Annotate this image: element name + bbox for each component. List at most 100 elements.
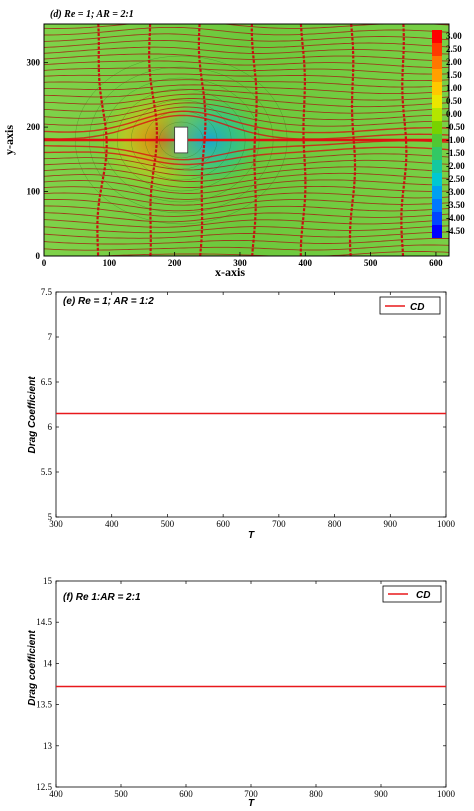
contour-field xyxy=(44,24,449,256)
panel-f-y-tick-label: 14.5 xyxy=(36,617,52,627)
x-tick-label: 400 xyxy=(299,258,313,268)
streamline xyxy=(44,172,449,188)
colorbar-swatch xyxy=(432,160,442,173)
colorbar-label: 1.00 xyxy=(446,83,462,93)
streamline xyxy=(44,225,449,234)
panel-e-title: (e) Re = 1; AR = 1:2 xyxy=(63,296,154,307)
panel-f-y-tick-label: 14 xyxy=(43,658,53,668)
obstacle xyxy=(174,126,189,154)
panel-f-legend: CD xyxy=(382,585,442,603)
colorbar: 3.00 2.50 2.00 1.50 1.00 0.50 0.00 -0.50 -1.00 -1… xyxy=(432,30,465,238)
y-tick-label: 300 xyxy=(27,58,41,68)
panel-f-legend-box xyxy=(382,585,442,603)
panel-f-y-tick-label: 12.5 xyxy=(36,782,52,792)
streamline xyxy=(44,185,449,200)
colorbar-swatch xyxy=(432,147,442,160)
panel-e-x-tick-label: 500 xyxy=(161,519,175,529)
vertical-streak-line xyxy=(400,24,408,256)
panel-e-y-tick-label: 7 xyxy=(48,332,53,342)
streamline xyxy=(44,102,449,121)
vertical-streak-line xyxy=(147,24,158,256)
colorbar-label: -3.50 xyxy=(446,200,465,210)
panel-e-x-tick-label: 800 xyxy=(328,519,342,529)
vertical-streak-line xyxy=(197,24,207,256)
panel-f-y-axis-label: Drag coefficient xyxy=(27,630,38,706)
streamline xyxy=(44,79,449,88)
colorbar-swatch xyxy=(432,173,442,186)
vertical-streak-line xyxy=(348,24,357,256)
panel-e-x-axis-label: T xyxy=(248,530,255,541)
streamline xyxy=(44,110,449,134)
panel-e-y-tick-label: 7.5 xyxy=(41,287,53,297)
panel-d-title: (d) Re = 1; AR = 2:1 xyxy=(50,9,134,20)
panel-e-x-tick-label: 700 xyxy=(272,519,286,529)
colorbar-label: -2.00 xyxy=(446,161,465,171)
streamline xyxy=(44,192,449,206)
colorbar-label: -1.00 xyxy=(446,135,465,145)
panel-e-x-tick-label: 300 xyxy=(49,519,63,529)
colorbar-swatch xyxy=(432,30,442,43)
streamline xyxy=(44,60,449,69)
colorbar-label: -0.50 xyxy=(446,122,465,132)
y-tick-label: 100 xyxy=(27,187,41,197)
panel-f-x-tick-label: 600 xyxy=(179,789,193,799)
y-tick-label: 0 xyxy=(36,251,41,261)
panel-f-axes: 400 500 600 700 800 900 1000 12.5 13 13.5 14 14.5 15 xyxy=(36,576,455,799)
streamline xyxy=(44,114,449,140)
panel-f-legend-label: CD xyxy=(416,590,430,601)
panel-f-y-tick-label: 13 xyxy=(43,741,53,751)
colorbar-swatch xyxy=(432,82,442,95)
contour-plot-area xyxy=(44,24,449,256)
streamline xyxy=(44,67,449,75)
panel-d-y-axis-label: y-axis xyxy=(2,125,16,155)
streamline xyxy=(44,219,449,228)
colorbar-label: -2.50 xyxy=(446,174,465,184)
panel-d-frame xyxy=(43,23,450,257)
colorbar-label: 3.00 xyxy=(446,31,462,41)
panel-f-x-tick-label: 500 xyxy=(114,789,128,799)
y-tick-label: 200 xyxy=(27,122,41,132)
panel-f-title: (f) Re 1:AR = 2:1 xyxy=(63,592,141,603)
streamline xyxy=(44,89,449,101)
panel-d-x-axis-label: x-axis xyxy=(215,265,245,279)
colorbar-label: -4.00 xyxy=(446,213,465,223)
panel-e: 300 400 500 600 700 800 900 1000 5 5.5 6 6.5 7 7.5 (e… xyxy=(27,287,456,541)
panel-e-y-tick-label: 5.5 xyxy=(41,467,53,477)
x-tick-label: 500 xyxy=(364,258,378,268)
streamline xyxy=(44,179,449,194)
streamline xyxy=(44,98,449,114)
colorbar-swatch xyxy=(432,225,442,238)
panel-e-x-tick-label: 600 xyxy=(216,519,230,529)
x-tick-label: 600 xyxy=(429,258,443,268)
panel-f-x-tick-label: 800 xyxy=(309,789,323,799)
panel-e-axes: 300 400 500 600 700 800 900 1000 5 5.5 6 6.5 7 7.5 xyxy=(41,287,456,529)
streamline xyxy=(44,244,449,251)
panel-e-y-tick-label: 5 xyxy=(48,512,53,522)
panel-f-x-tick-label: 700 xyxy=(244,789,258,799)
x-tick-label: 100 xyxy=(103,258,117,268)
streamline xyxy=(44,46,449,55)
streamline xyxy=(44,146,449,166)
streamline xyxy=(44,231,449,239)
colorbar-swatch xyxy=(432,212,442,225)
panel-f-x-axis-label: T xyxy=(248,798,255,809)
colorbar-label: 2.00 xyxy=(446,57,462,67)
panel-e-x-tick-label: 1000 xyxy=(437,519,456,529)
vertical-streak-line xyxy=(299,24,307,256)
panel-f-frame xyxy=(55,580,447,788)
colorbar-label: 0.50 xyxy=(446,96,462,106)
colorbar-swatch xyxy=(432,43,442,56)
streamline xyxy=(44,53,449,62)
panel-f-x-tick-label: 900 xyxy=(374,789,388,799)
x-tick-label: 300 xyxy=(233,258,247,268)
panel-e-legend-label: CD xyxy=(410,302,424,313)
panel-e-x-tick-label: 400 xyxy=(105,519,119,529)
panel-e-y-axis-label: Drag Coefficient xyxy=(27,376,38,454)
streamline xyxy=(44,84,449,95)
streamline xyxy=(44,166,449,182)
streamline xyxy=(44,199,449,212)
streamline xyxy=(44,140,449,161)
panel-f: 400 500 600 700 800 900 1000 12.5 13 13.5 14 14.5 15… xyxy=(27,576,456,809)
colorbar-swatch xyxy=(432,108,442,121)
